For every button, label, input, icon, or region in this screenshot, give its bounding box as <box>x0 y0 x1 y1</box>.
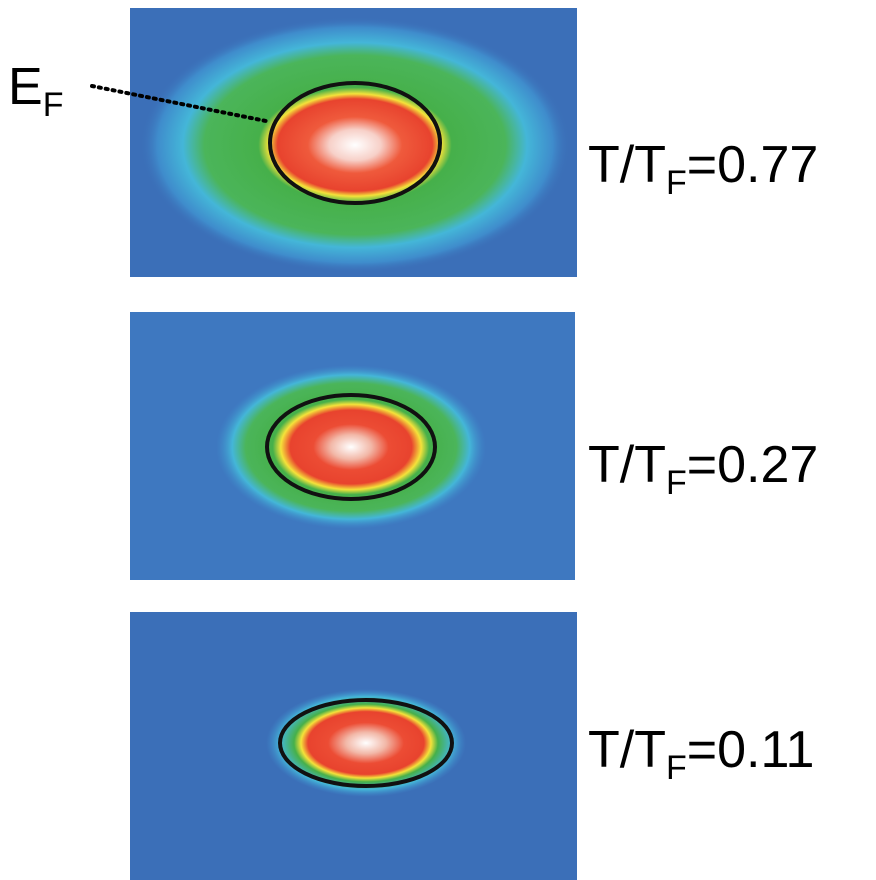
label-main: T/T <box>588 436 666 494</box>
label-value: =0.11 <box>687 721 815 779</box>
label-value: =0.27 <box>687 436 819 494</box>
label-main: T/T <box>588 721 666 779</box>
atom-cloud <box>266 689 466 797</box>
temperature-label: T/TF=0.77 <box>588 136 818 202</box>
label-sub: F <box>43 86 64 124</box>
atom-cloud <box>216 365 486 529</box>
temperature-label: T/TF=0.27 <box>588 436 818 502</box>
fermi-energy-label: EF <box>8 58 63 124</box>
label-value: =0.77 <box>687 136 819 194</box>
atom-cloud <box>140 17 570 273</box>
temperature-label: T/TF=0.11 <box>588 721 814 787</box>
panel-1 <box>130 8 577 277</box>
label-sub: F <box>666 749 687 787</box>
labels: T/TF=0.77T/TF=0.27T/TF=0.11 <box>588 136 818 787</box>
panel-3 <box>130 612 577 880</box>
panel-2 <box>130 312 575 580</box>
label-sub: F <box>666 464 687 502</box>
label-main: E <box>8 58 43 116</box>
label-sub: F <box>666 164 687 202</box>
label-main: T/T <box>588 136 666 194</box>
figure: EF T/TF=0.77T/TF=0.27T/TF=0.11 <box>0 0 876 880</box>
